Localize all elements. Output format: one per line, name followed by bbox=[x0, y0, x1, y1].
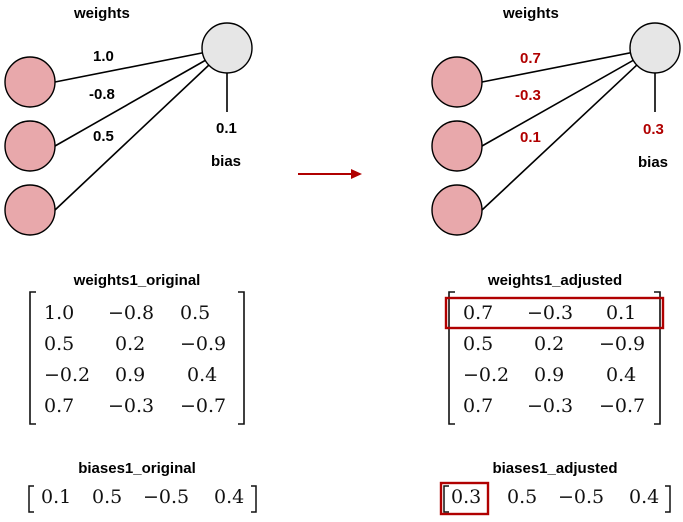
right-input-node-2 bbox=[431, 120, 483, 172]
bias-adjusted-value-3: −0.5 bbox=[558, 486, 605, 508]
matrix-cell: −0.3 bbox=[108, 394, 155, 417]
matrix-cell: 0.4 bbox=[606, 363, 637, 386]
right-connection-2 bbox=[481, 47, 656, 147]
matrix-row: 1.0 −0.8 0.5 bbox=[44, 297, 230, 328]
left-weights-title: weights bbox=[74, 5, 130, 22]
right-weights-title: weights bbox=[503, 5, 559, 22]
right-weight-label-2: -0.3 bbox=[515, 87, 541, 104]
weights-adjusted-right-bracket bbox=[654, 291, 661, 425]
matrix-cell: −0.2 bbox=[463, 363, 510, 386]
bias-original-value-2: 0.5 bbox=[92, 486, 123, 508]
bias-original-value-1: 0.1 bbox=[41, 486, 72, 508]
matrix-cell: 0.4 bbox=[187, 363, 218, 386]
biases-adjusted-left-bracket bbox=[443, 485, 449, 513]
adjusted-bias-highlight bbox=[439, 481, 490, 516]
matrix-cell: 0.7 bbox=[463, 301, 494, 324]
matrix-cell: 0.5 bbox=[44, 332, 75, 355]
right-bias-value: 0.3 bbox=[643, 121, 664, 138]
matrix-row: 0.7 −0.3 0.1 bbox=[463, 297, 656, 328]
left-connection-1 bbox=[54, 47, 228, 83]
matrix-cell: 0.9 bbox=[534, 363, 565, 386]
left-connection-2 bbox=[54, 47, 228, 147]
left-bias-label: bias bbox=[211, 153, 242, 170]
matrix-cell: −0.7 bbox=[180, 394, 227, 417]
weights-adjusted-matrix: 0.7 −0.3 0.1 0.5 0.2 −0.9 −0.2 0.9 0.4 0… bbox=[463, 297, 656, 421]
biases-original-right-bracket bbox=[251, 485, 257, 513]
matrix-row: 0.7 −0.3 −0.7 bbox=[44, 390, 230, 421]
matrix-row: −0.2 0.9 0.4 bbox=[463, 359, 656, 390]
biases-original-left-bracket bbox=[28, 485, 34, 513]
matrix-cell: −0.9 bbox=[180, 332, 227, 355]
matrix-cell: 0.5 bbox=[463, 332, 494, 355]
matrix-cell: 0.9 bbox=[115, 363, 146, 386]
matrix-cell: 0.7 bbox=[44, 394, 75, 417]
right-output-node bbox=[629, 22, 681, 74]
left-weight-label-1: 1.0 bbox=[93, 48, 114, 65]
right-connection-1 bbox=[481, 47, 656, 83]
weights-adjusted-title: weights1_adjusted bbox=[487, 272, 623, 289]
matrix-cell: 0.5 bbox=[180, 301, 211, 324]
matrix-cell: −0.2 bbox=[44, 363, 91, 386]
matrix-cell: 0.2 bbox=[115, 332, 146, 355]
left-weight-label-2: -0.8 bbox=[89, 86, 115, 103]
matrix-cell: −0.9 bbox=[599, 332, 646, 355]
matrix-cell: −0.7 bbox=[599, 394, 646, 417]
left-input-node-2 bbox=[4, 120, 56, 172]
right-bias-label: bias bbox=[638, 154, 669, 171]
biases-adjusted-right-bracket bbox=[665, 485, 671, 513]
bias-adjusted-value-4: 0.4 bbox=[629, 486, 660, 508]
right-weight-label-3: 0.1 bbox=[520, 129, 541, 146]
matrix-cell: 0.1 bbox=[606, 301, 637, 324]
matrix-row: 0.5 0.2 −0.9 bbox=[463, 328, 656, 359]
weights-original-matrix: 1.0 −0.8 0.5 0.5 0.2 −0.9 −0.2 0.9 0.4 0… bbox=[44, 297, 230, 421]
right-input-node-3 bbox=[431, 184, 483, 236]
left-output-node bbox=[201, 22, 253, 74]
biases-adjusted-title: biases1_adjusted bbox=[492, 460, 618, 477]
left-connection-3 bbox=[54, 47, 228, 211]
matrix-cell: −0.3 bbox=[527, 301, 574, 324]
left-weight-label-3: 0.5 bbox=[93, 128, 114, 145]
matrix-cell: 0.7 bbox=[463, 394, 494, 417]
matrix-cell: −0.3 bbox=[527, 394, 574, 417]
bias-original-value-3: −0.5 bbox=[143, 486, 190, 508]
right-weight-label-1: 0.7 bbox=[520, 50, 541, 67]
left-input-node-1 bbox=[4, 56, 56, 108]
matrix-cell: 0.2 bbox=[534, 332, 565, 355]
bias-adjusted-value-2: 0.5 bbox=[507, 486, 538, 508]
matrix-row: −0.2 0.9 0.4 bbox=[44, 359, 230, 390]
bias-adjusted-value-1: 0.3 bbox=[451, 486, 482, 508]
bias-original-value-4: 0.4 bbox=[214, 486, 245, 508]
weights-original-right-bracket bbox=[238, 291, 245, 425]
left-input-node-3 bbox=[4, 184, 56, 236]
weights-adjusted-left-bracket bbox=[448, 291, 455, 425]
transition-arrow-head bbox=[351, 169, 362, 179]
right-input-node-1 bbox=[431, 56, 483, 108]
matrix-cell: 1.0 bbox=[44, 301, 75, 324]
matrix-row: 0.7 −0.3 −0.7 bbox=[463, 390, 656, 421]
biases-original-title: biases1_original bbox=[78, 460, 196, 477]
weights-original-left-bracket bbox=[29, 291, 36, 425]
adjusted-row-highlight bbox=[444, 296, 665, 330]
weights-original-title: weights1_original bbox=[73, 272, 201, 289]
matrix-cell: −0.8 bbox=[108, 301, 155, 324]
left-bias-value: 0.1 bbox=[216, 120, 237, 137]
matrix-row: 0.5 0.2 −0.9 bbox=[44, 328, 230, 359]
right-connection-3 bbox=[481, 47, 656, 211]
